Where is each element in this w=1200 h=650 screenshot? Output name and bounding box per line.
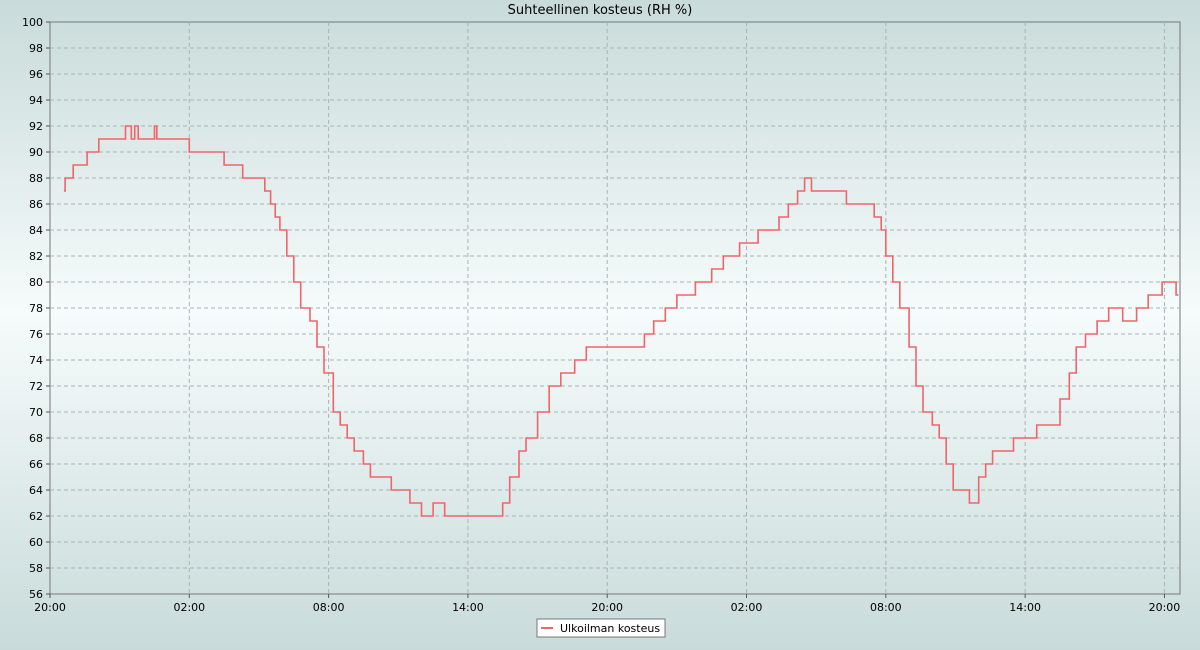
x-axis: 20:00 02:00 08:00 14:00 20:00 02:00 08:00 14:00… — [34, 594, 1180, 614]
x-tick-label: 20:00 — [591, 601, 623, 614]
x-tick-label: 14:00 — [1009, 601, 1041, 614]
series-line-0 — [63, 125, 1179, 517]
y-tick-label: 96 — [29, 68, 43, 81]
y-tick-label: 88 — [29, 172, 43, 185]
y-tick-label: 90 — [29, 146, 43, 159]
y-tick-label: 76 — [29, 328, 43, 341]
y-tick-label: 72 — [29, 380, 43, 393]
y-tick-label: 94 — [29, 94, 43, 107]
y-tick-label: 68 — [29, 432, 43, 445]
x-tick-label: 20:00 — [34, 601, 66, 614]
chart-title: Suhteellinen kosteus (RH %) — [508, 3, 693, 18]
y-tick-label: 80 — [29, 276, 43, 289]
y-tick-label: 78 — [29, 302, 43, 315]
y-tick-label: 92 — [29, 120, 43, 133]
y-tick-label: 70 — [29, 406, 43, 419]
x-tick-label: 02:00 — [173, 601, 205, 614]
y-tick-label: 100 — [22, 16, 43, 29]
y-tick-label: 60 — [29, 536, 43, 549]
legend-label-ulkoilman-kosteus: Ulkoilman kosteus — [560, 622, 660, 635]
y-tick-label: 74 — [29, 354, 43, 367]
x-tick-label: 02:00 — [731, 601, 763, 614]
y-tick-label: 56 — [29, 588, 43, 601]
y-tick-label: 58 — [29, 562, 43, 575]
series-layer — [63, 125, 1179, 517]
x-tick-label: 14:00 — [452, 601, 484, 614]
y-tick-label: 84 — [29, 224, 43, 237]
y-tick-label: 98 — [29, 42, 43, 55]
grid-lines — [50, 22, 1180, 594]
y-tick-label: 66 — [29, 458, 43, 471]
y-tick-label: 82 — [29, 250, 43, 263]
y-tick-label: 64 — [29, 484, 43, 497]
y-tick-label: 86 — [29, 198, 43, 211]
y-tick-label: 62 — [29, 510, 43, 523]
x-tick-label: 08:00 — [870, 601, 902, 614]
x-tick-label: 08:00 — [313, 601, 345, 614]
legend-box — [536, 618, 666, 638]
x-tick-label: 20:00 — [1149, 601, 1181, 614]
y-axis: 56 58 60 62 64 66 68 70 72 74 76 78 80 82 84 86 88 90 92 94… — [22, 16, 50, 601]
legend: Ulkoilman kosteus — [536, 618, 666, 638]
